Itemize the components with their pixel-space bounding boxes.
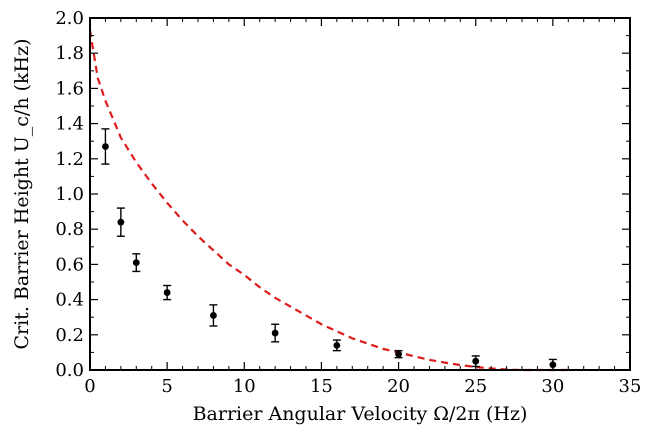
y-tick-label: 0.4: [55, 290, 84, 311]
x-tick-label: 30: [541, 376, 564, 397]
x-tick-labels: 0 5 10 15 20 25 30 35: [84, 376, 641, 397]
fit-curve: [88, 30, 569, 372]
x-axis-title: Barrier Angular Velocity Ω/2π (Hz): [193, 403, 528, 425]
y-tick-label: 1.4: [55, 114, 84, 135]
data-point-group: [101, 128, 110, 165]
y-tick-label: 0.6: [55, 254, 84, 275]
y-tick-label: 1.6: [55, 78, 84, 99]
y-tick-label: 0.8: [55, 219, 84, 240]
data-point-group: [271, 323, 280, 343]
data-points-layer: [101, 128, 557, 371]
data-point-group: [332, 339, 341, 352]
data-point-group: [209, 304, 218, 327]
x-tick-label: 35: [619, 376, 642, 397]
plot-frame: [89, 17, 631, 371]
data-point-group: [132, 253, 141, 273]
y-tick-label: 0.2: [55, 325, 84, 346]
data-point: [117, 218, 125, 226]
x-tick-label: 0: [84, 376, 95, 397]
data-point: [472, 357, 480, 365]
data-point: [210, 312, 217, 319]
x-tick-label: 25: [464, 376, 487, 397]
x-tick-label: 15: [310, 376, 333, 397]
y-tick-label: 0.0: [55, 360, 84, 381]
y-tick-label: 1.2: [55, 149, 84, 170]
y-tick-label: 1.0: [55, 184, 84, 205]
data-point: [395, 350, 402, 358]
data-point: [271, 329, 279, 337]
x-tick-label: 10: [233, 376, 256, 397]
data-point: [132, 259, 140, 267]
data-point: [333, 341, 341, 349]
y-tick-labels: 0.0 0.2 0.4 0.6 0.8 1.0 1.2 1.4 1.6 1.8 2.0: [55, 8, 84, 381]
x-tick-label: 5: [161, 376, 172, 397]
y-tick-label: 2.0: [55, 8, 84, 29]
ticks-layer: [89, 17, 631, 371]
data-point-group: [394, 349, 403, 359]
data-point: [102, 143, 109, 150]
y-tick-label: 1.8: [55, 43, 84, 64]
data-point-group: [163, 284, 172, 301]
data-point: [163, 289, 171, 296]
fit-curve-layer: [88, 30, 569, 372]
data-point-group: [116, 207, 125, 237]
y-axis-title: Crit. Barrier Height U_c/h (kHz): [11, 38, 33, 349]
x-tick-label: 20: [387, 376, 410, 397]
